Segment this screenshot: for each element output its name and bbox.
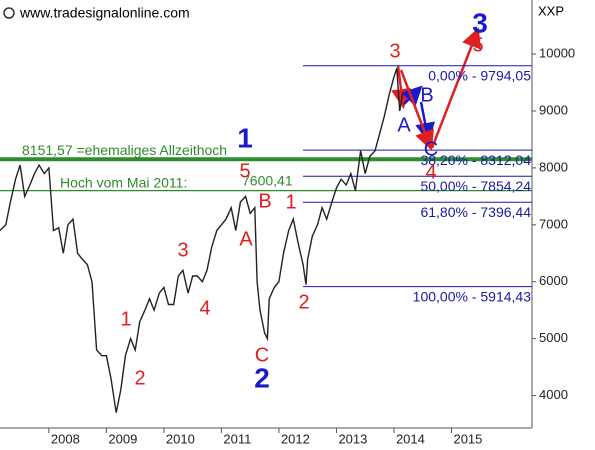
- fib-label: 100,00% - 5914,43: [413, 288, 532, 304]
- wave-label: 2: [134, 367, 145, 389]
- wave-label: B: [258, 190, 271, 212]
- wave-label: A: [239, 228, 253, 250]
- wave-label: 4: [425, 161, 436, 183]
- wave-label: A: [397, 114, 411, 136]
- y-tick-label: 5000: [539, 330, 568, 345]
- x-tick-label: 2013: [338, 431, 367, 446]
- x-tick-label: 2015: [453, 431, 482, 446]
- fib-label: 38,20% - 8312,04: [420, 152, 531, 168]
- wave-label: 1: [237, 122, 253, 153]
- arrows: [391, 27, 481, 151]
- price-line: [0, 68, 404, 413]
- wave-label: 5: [472, 34, 483, 56]
- logo-icon: [3, 7, 15, 19]
- symbol: XXP: [538, 3, 564, 18]
- x-tick-label: 2012: [281, 431, 310, 446]
- wave-label: 3: [389, 40, 400, 62]
- fib-label: 50,00% - 7854,24: [420, 178, 531, 194]
- wave-label: 2: [254, 362, 270, 393]
- y-tick-label: 10000: [539, 46, 575, 61]
- y-tick-label: 9000: [539, 102, 568, 117]
- wave-label: 2: [298, 291, 309, 313]
- y-tick-label: 4000: [539, 387, 568, 402]
- reference-label: 8151,57 =ehemaliges Allzeithoch: [22, 142, 227, 158]
- arrow: [430, 27, 481, 149]
- wave-label: 4: [199, 297, 210, 319]
- fib-label: 0,00% - 9794,05: [428, 67, 531, 83]
- wave-label: 5: [239, 160, 250, 182]
- x-tick-label: 2010: [166, 431, 195, 446]
- wave-label: C: [255, 344, 269, 366]
- x-tick-label: 2008: [51, 431, 80, 446]
- wave-label: 1: [285, 191, 296, 213]
- fib-label: 61,80% - 7396,44: [420, 204, 531, 220]
- x-tick-label: 2011: [223, 431, 251, 446]
- wave-label: B: [420, 84, 433, 106]
- x-tick-label: 2014: [396, 431, 425, 446]
- y-tick-label: 6000: [539, 273, 568, 288]
- arrow: [399, 69, 434, 151]
- reference-note: Hoch vom Mai 2011:: [60, 174, 187, 190]
- wave-label: 1: [120, 308, 131, 330]
- reference-label: 7600,41: [242, 172, 293, 188]
- source: www.tradesignalonline.com: [19, 5, 190, 21]
- wave-label: C: [424, 138, 438, 160]
- wave-label: 3: [472, 7, 488, 38]
- x-tick-label: 2009: [108, 431, 137, 446]
- wave-label: 3: [177, 239, 188, 261]
- y-tick-label: 7000: [539, 216, 568, 231]
- y-tick-label: 8000: [539, 159, 568, 174]
